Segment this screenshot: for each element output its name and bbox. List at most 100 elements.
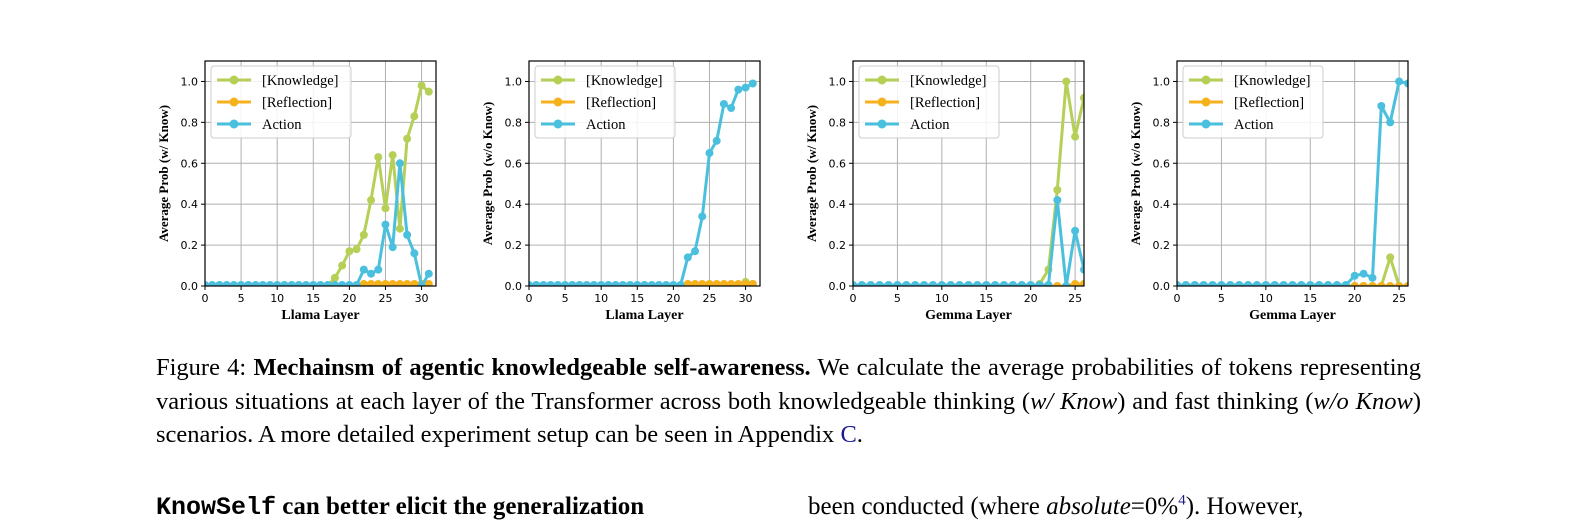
- caption-em-2: w/o Know: [1313, 387, 1413, 415]
- data-point: [597, 280, 606, 286]
- data-point: [857, 280, 866, 286]
- series-line-1: [205, 84, 430, 286]
- data-point: [359, 265, 368, 274]
- legend-box: [534, 65, 676, 139]
- plot-frame: [852, 60, 1085, 287]
- data-point: [1071, 226, 1080, 235]
- appendix-link[interactable]: C: [840, 421, 857, 448]
- y-axis-label: Average Prob (w/o Know): [1128, 102, 1143, 246]
- y-axis-label: Average Prob (w/ Know): [156, 105, 171, 242]
- data-point: [215, 280, 224, 286]
- data-point: [1080, 265, 1084, 274]
- data-point: [1359, 282, 1368, 286]
- data-point: [1386, 282, 1395, 286]
- data-point: [403, 134, 412, 143]
- data-point: [955, 280, 964, 286]
- legend-box: [210, 65, 352, 139]
- y-tick-label: 0.2: [829, 239, 847, 252]
- caption-label: Figure 4:: [156, 354, 247, 381]
- x-tick-label: 25: [1392, 292, 1406, 305]
- y-axis-label: Average Prob (w/ Know): [804, 105, 819, 242]
- data-point: [946, 280, 955, 286]
- data-point: [884, 280, 893, 286]
- data-point: [265, 280, 274, 286]
- y-tick-label: 0.6: [829, 157, 847, 170]
- legend-label: Action: [910, 117, 950, 133]
- data-point: [374, 265, 383, 274]
- x-axis-label: Llama Layer: [605, 308, 683, 323]
- data-point: [1217, 280, 1226, 286]
- data-point: [1332, 280, 1341, 286]
- data-point: [611, 280, 620, 286]
- x-tick-label: 20: [666, 292, 680, 305]
- data-point: [1350, 282, 1359, 286]
- data-point: [982, 280, 991, 286]
- chart-3: 0 5 10 15 20 25 0.0 0.2 0.4 0.6 0.8 1.0 Gemma Layer A…: [804, 60, 1085, 323]
- legend-label: [Knowledge]: [586, 73, 663, 89]
- data-point: [698, 279, 707, 286]
- legend-swatch-marker: [229, 97, 239, 107]
- section-heading-text: can better elicit the generalization: [276, 493, 645, 520]
- data-point: [1386, 118, 1395, 127]
- data-point: [1190, 280, 1199, 286]
- data-point: [1315, 280, 1324, 286]
- data-point: [1235, 280, 1244, 286]
- data-point: [338, 261, 347, 270]
- legend-label: [Knowledge]: [910, 73, 987, 89]
- legend-swatch-marker: [1201, 119, 1211, 129]
- y-tick-label: 0.6: [181, 157, 199, 170]
- data-point: [893, 280, 902, 286]
- knowself-code: KnowSelf: [156, 493, 277, 522]
- data-point: [875, 280, 884, 286]
- plot-area: [205, 81, 433, 286]
- data-point: [1008, 280, 1017, 286]
- x-tick-label: 20: [1348, 292, 1362, 305]
- caption-text-2: ) and fast thinking (: [1117, 387, 1314, 415]
- data-point: [712, 136, 721, 145]
- y-tick-label: 0.4: [829, 198, 847, 211]
- data-point: [669, 280, 678, 286]
- footnote-4[interactable]: 4: [1178, 492, 1186, 509]
- legend-label: [Knowledge]: [262, 73, 339, 89]
- data-point: [395, 159, 404, 168]
- data-point: [640, 280, 649, 286]
- data-point: [330, 273, 339, 282]
- plot-frame: [1176, 60, 1409, 287]
- caption-text-4: .: [856, 421, 863, 448]
- x-tick-label: 15: [630, 292, 644, 305]
- legend-box: [1182, 65, 1324, 139]
- legend: [Knowledge] [Reflection] Action: [858, 65, 1000, 139]
- legend-swatch-marker: [1201, 75, 1211, 85]
- legend: [Knowledge] [Reflection] Action: [1182, 65, 1324, 139]
- section-heading-fragment: KnowSelf can better elicit the generaliz…: [156, 493, 644, 522]
- data-point: [395, 279, 404, 286]
- x-axis-label: Gemma Layer: [925, 308, 1012, 323]
- data-point: [1177, 280, 1181, 286]
- x-tick-label: 5: [894, 292, 901, 305]
- legend-label: Action: [1234, 117, 1274, 133]
- x-tick-label: 10: [935, 292, 949, 305]
- data-point: [1080, 93, 1084, 102]
- data-point: [1261, 280, 1270, 286]
- legend-label: Action: [586, 117, 626, 133]
- data-point: [258, 280, 267, 286]
- x-tick-label: 15: [979, 292, 993, 305]
- data-point: [1377, 282, 1386, 286]
- plot-frame: [528, 60, 761, 287]
- data-point: [1044, 280, 1053, 286]
- caption-title: Mechainsm of agentic knowledgeable self-…: [253, 354, 811, 381]
- data-point: [424, 269, 433, 278]
- data-point: [1306, 280, 1315, 286]
- x-tick-label: 0: [1174, 292, 1181, 305]
- data-point: [424, 87, 433, 96]
- data-point: [553, 280, 562, 286]
- data-point: [529, 280, 533, 286]
- x-tick-label: 0: [202, 292, 209, 305]
- x-axis-label: Llama Layer: [281, 308, 359, 323]
- data-point: [920, 280, 929, 286]
- x-tick-label: 20: [1024, 292, 1038, 305]
- data-point: [1395, 77, 1404, 86]
- y-tick-label: 0.2: [505, 239, 523, 252]
- y-tick-label: 0.6: [505, 157, 523, 170]
- data-point: [381, 204, 390, 213]
